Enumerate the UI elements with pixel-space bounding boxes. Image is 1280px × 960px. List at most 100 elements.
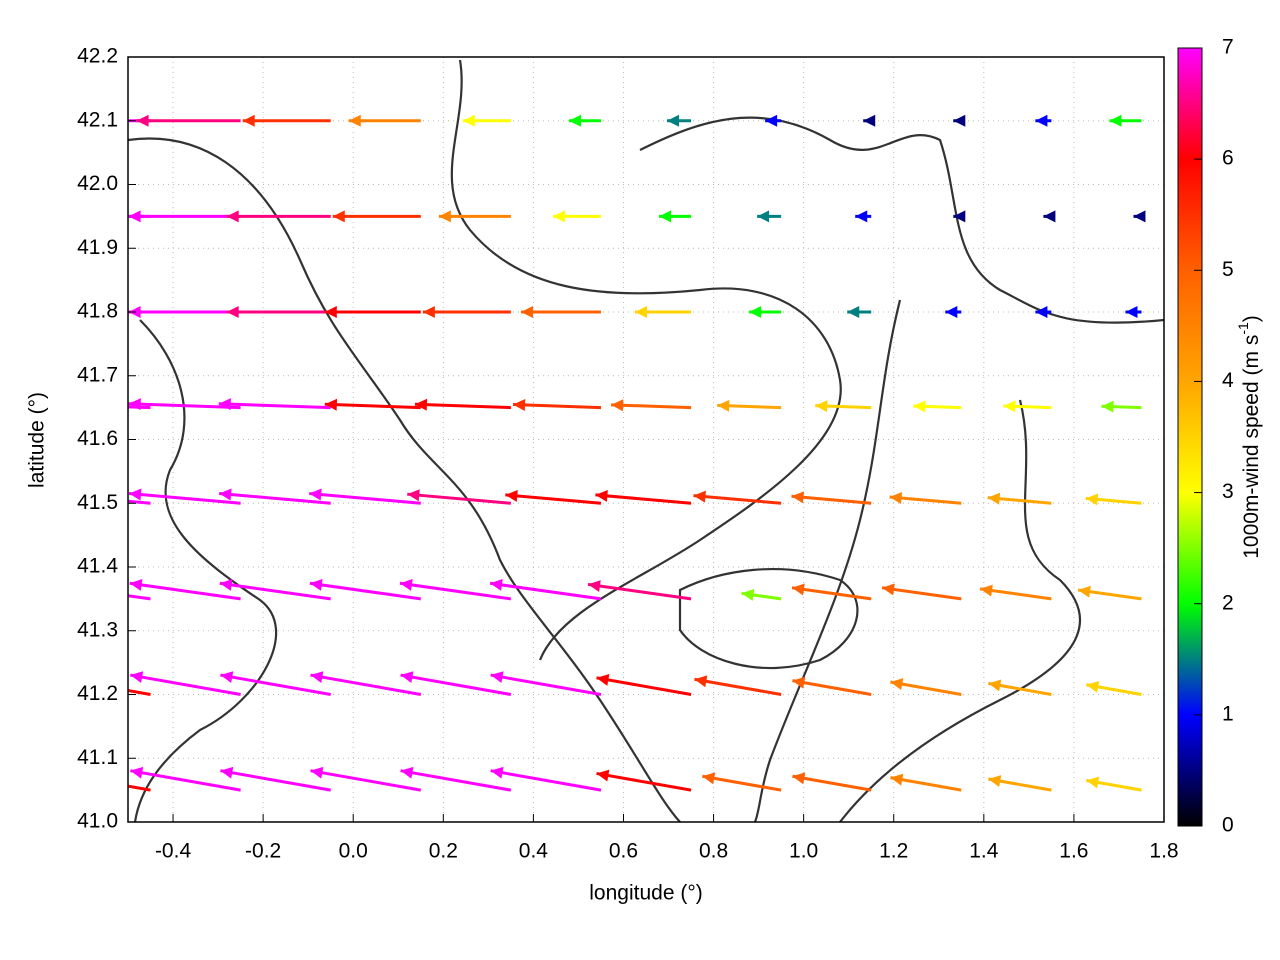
vector-shaft [218,402,331,410]
vector-head [219,579,233,591]
wind-vector [128,210,241,223]
vector-head [596,769,610,782]
colorbar-tick-label: 7 [1222,36,1234,59]
vector-shaft [219,581,331,601]
vector-head [129,488,142,501]
vector-shaft [596,676,692,696]
vector-head [611,399,624,412]
y-tick-label: 41.8 [77,300,118,323]
y-tick-label: 41.5 [77,491,118,514]
wind-vector [489,579,602,601]
wind-vector [128,398,241,411]
vector-head [220,671,234,684]
vector-head [988,679,1002,692]
wind-vector [218,488,331,505]
vector-shaft [128,499,151,505]
vector-shaft [400,673,512,696]
vector-shaft [407,492,512,505]
wind-vector [979,584,1052,601]
vector-head [513,398,526,411]
wind-vector [128,405,151,410]
wind-vector [693,490,782,505]
vector-head [1003,400,1016,413]
vector-shaft [129,581,241,601]
x-tick-label: 0.4 [519,840,549,863]
vector-head [596,674,610,686]
vector-head [399,579,413,591]
wind-vector [1085,493,1142,506]
vector-shaft [489,581,602,601]
vector-shaft [128,491,241,505]
vector-head [1043,210,1056,223]
y-tick-label: 41.2 [77,682,118,705]
vector-head [765,114,778,127]
vector-head [847,306,860,318]
vector-head [987,492,1001,505]
vector-head [791,491,804,504]
vector-shaft [490,673,602,696]
wind-vector [1043,210,1056,223]
vector-head [568,114,581,127]
vector-head [913,400,926,413]
wind-vector [552,210,601,223]
contours [128,59,1164,822]
wind-vector [1086,680,1142,696]
vector-head [324,398,338,411]
vector-head [953,210,966,223]
wind-vector [953,114,966,127]
wind-vector [881,583,962,601]
vector-shaft [595,493,692,505]
wind-vector [1125,306,1142,318]
vector-head [749,306,762,318]
vector-head [659,210,672,223]
vector-shaft [128,402,241,410]
vector-shaft [979,587,1052,601]
wind-vector [1035,114,1052,127]
vector-head [1109,114,1122,127]
vector-head [40,579,53,591]
wind-vector [310,671,422,696]
contour [639,116,1164,324]
vector-shaft [128,405,151,410]
wind-vector [792,772,872,792]
vector-head [1086,776,1100,789]
y-tick-label: 41.4 [77,555,118,578]
vector-head [1133,210,1146,223]
wind-vector [310,766,422,792]
wind-vector [667,114,692,127]
vector-shaft [611,403,692,410]
wind-vector [890,773,962,792]
vector-head [520,306,533,318]
vector-shaft [490,769,602,792]
wind-vector [242,114,331,127]
vectors [40,114,1146,792]
wind-vector [1101,400,1142,413]
vector-shaft [505,493,602,505]
y-tick-label: 41.1 [77,746,118,769]
y-tick-label: 42.2 [77,45,118,68]
vector-shaft [414,402,511,410]
vector-head [136,114,149,127]
vector-head [635,306,648,318]
x-tick-label: 1.4 [969,840,999,863]
colorbar-tick-label: 2 [1222,591,1234,614]
vector-head [1125,306,1138,318]
wind-vector [136,114,241,127]
wind-vector [414,398,511,411]
wind-vector [611,399,692,412]
wind-vector [694,675,782,696]
vector-head [56,674,69,686]
colorbar-tick-label: 1 [1222,702,1234,725]
vector-head [309,488,322,501]
vector-shaft [881,586,962,601]
vector-head [890,678,904,690]
vector-shaft [702,774,782,792]
y-tick-label: 41.6 [77,427,118,450]
vector-head [219,488,232,501]
vector-shaft [128,689,151,696]
vector-head [792,772,806,785]
colorbar-label-end: ) [1240,315,1263,322]
vector-shaft [791,494,872,505]
vector-head [324,306,337,318]
